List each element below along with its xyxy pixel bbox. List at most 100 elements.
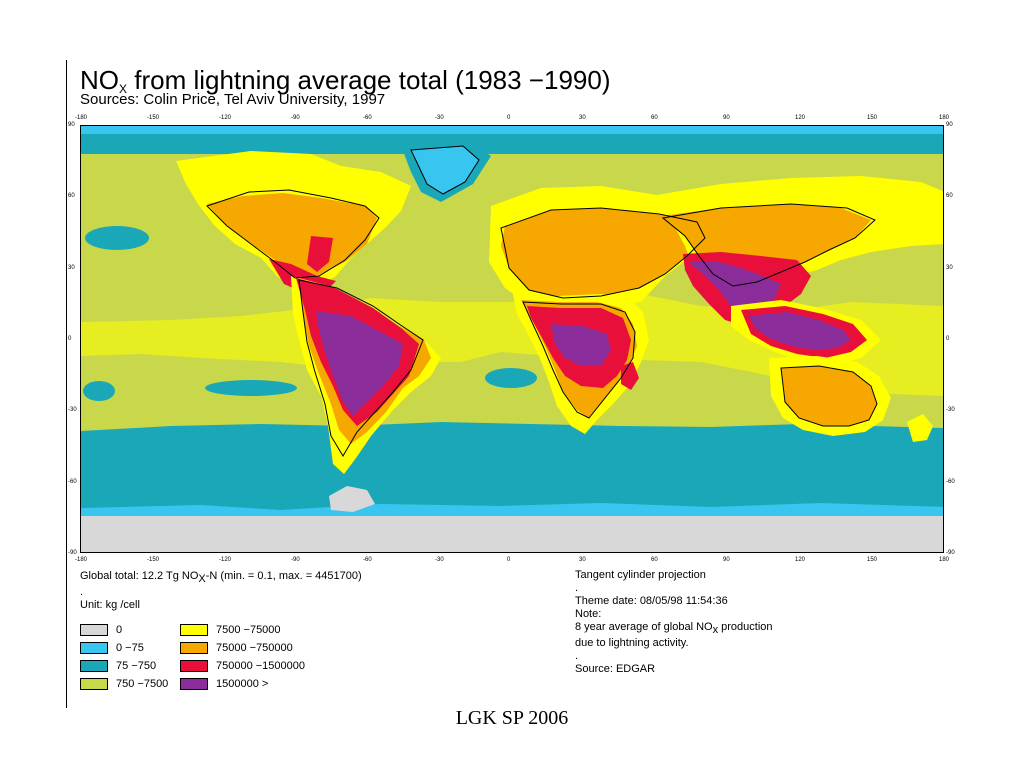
amazon-purple (316, 311, 403, 416)
lon-bottom-label: 30 (579, 557, 586, 563)
lon-bottom-label: 150 (867, 557, 878, 563)
legend-label-3: 750 −7500 (116, 678, 169, 690)
note-line-1-prefix: 8 year average of global NO (575, 621, 713, 633)
lon-bottom-label: 120 (795, 557, 806, 563)
lon-bottom-label: -90 (291, 557, 300, 563)
legend-label-4: 7500 −75000 (216, 624, 281, 636)
global-total-suffix: -N (min. = 0.1, max. = 4451700) (205, 570, 362, 582)
legend: 0 0 −75 75 −750 750 −7500 7500 −75000 75… (80, 622, 440, 694)
australia-coastline (780, 365, 878, 427)
arctic-band-cyan (81, 126, 943, 134)
europe-north-africa-orange (501, 208, 705, 298)
legend-item-5: 75000 −750000 (180, 640, 293, 656)
theme-date: Theme date: 08/05/98 11:54:36 (575, 595, 728, 607)
lat-left-label: 0 (68, 336, 72, 342)
left-dot: . (80, 586, 84, 599)
legend-item-0: 0 (80, 622, 122, 638)
lon-top-label: 120 (795, 115, 806, 121)
legend-item-4: 7500 −75000 (180, 622, 281, 638)
coastlines (206, 145, 878, 457)
legend-swatch-7 (180, 678, 208, 690)
legend-item-3: 750 −7500 (80, 676, 168, 692)
asia-coastline (661, 203, 876, 287)
lon-bottom-label: 180 (939, 557, 950, 563)
lat-left-label: -90 (68, 550, 77, 556)
lon-bottom-label: -60 (363, 557, 372, 563)
greenland-coastline (410, 145, 480, 195)
global-total-subscript: X (198, 573, 206, 586)
lat-right-label: -30 (946, 407, 955, 414)
south-america-coastline (298, 279, 424, 457)
unit-label: Unit: kg /cell (80, 599, 140, 612)
antarctica-zero-band (81, 514, 943, 552)
southeast-us-red (307, 236, 333, 272)
note-line-1-suffix: production (718, 621, 773, 633)
lat-right-label: 60 (946, 193, 953, 200)
lon-top-label: 60 (651, 115, 658, 121)
legend-label-2: 75 −750 (116, 660, 157, 672)
right-dot-2: . (575, 650, 579, 663)
lon-bottom-label: -30 (435, 557, 444, 563)
maritime-continent-purple (749, 312, 851, 350)
lon-top-label: -180 (75, 115, 88, 121)
note-line-1-subscript: x (712, 624, 719, 637)
global-total-prefix: Global total: 12.2 Tg NO (80, 570, 199, 582)
antarctic-peninsula (329, 486, 375, 512)
legend-item-2: 75 −750 (80, 658, 156, 674)
lon-bottom-label: 0 (507, 557, 511, 563)
congo-purple (551, 324, 611, 366)
australia-orange (781, 366, 877, 426)
title-prefix: NO (80, 65, 119, 95)
legend-swatch-2 (80, 660, 108, 672)
lat-left-label: 60 (68, 193, 75, 200)
nox-lightning-map (81, 126, 943, 552)
lat-left-label: -60 (68, 478, 77, 485)
lon-top-label: -30 (435, 115, 444, 121)
legend-swatch-1 (80, 642, 108, 654)
lon-bottom-label: 90 (723, 557, 730, 563)
lat-right-label: 30 (946, 264, 953, 271)
legend-item-6: 750000 −1500000 (180, 658, 305, 674)
lon-top-label: -150 (147, 115, 160, 121)
lon-top-label: 90 (723, 115, 730, 121)
legend-label-5: 75000 −750000 (216, 642, 293, 654)
lon-top-label: 180 (939, 115, 950, 121)
world-map (80, 125, 944, 553)
lon-top-label: 0 (507, 115, 511, 121)
projection-notes: Tangent cylinder projection . Theme date… (575, 569, 895, 676)
title-suffix: from lightning average total (1983 −1990… (127, 65, 611, 95)
north-america-orange (207, 193, 377, 276)
india-southeast-asia-purple (689, 262, 781, 316)
new-zealand-yellow (907, 414, 933, 442)
source-label: Source: EDGAR (575, 663, 656, 676)
madagascar-red (621, 362, 639, 390)
legend-item-1: 0 −75 (80, 640, 144, 656)
lat-right-label: -90 (946, 550, 955, 556)
africa-coastline (522, 301, 636, 419)
legend-swatch-4 (180, 624, 208, 636)
global-total-line: Global total: 12.2 Tg NOX-N (min. = 0.1,… (80, 570, 540, 586)
lon-top-label: 30 (579, 115, 586, 121)
legend-label-1: 0 −75 (116, 642, 144, 654)
legend-swatch-3 (80, 678, 108, 690)
map-subtitle: Sources: Colin Price, Tel Aviv Universit… (80, 91, 386, 108)
europe-coastline (500, 207, 706, 299)
lon-top-label: -60 (363, 115, 372, 121)
lat-right-label: 0 (946, 336, 950, 342)
south-pacific-teal (205, 380, 297, 396)
antarctic-cyan-edge (81, 503, 943, 516)
lat-left-label: 30 (68, 264, 75, 271)
north-america-coastline (206, 189, 380, 279)
projection-label: Tangent cylinder projection (575, 569, 706, 581)
lat-left-label: 90 (68, 122, 75, 128)
lat-right-label: 90 (946, 122, 953, 128)
legend-item-7: 1500000 > (180, 676, 268, 692)
slide-vertical-rule (66, 60, 67, 708)
lon-bottom-label: -180 (75, 557, 88, 563)
note-line-2: due to lightning activity. (575, 637, 689, 650)
lon-top-label: -120 (219, 115, 232, 121)
lat-left-label: -30 (68, 407, 77, 414)
lat-right-label: -60 (946, 478, 955, 485)
legend-label-7: 1500000 > (216, 678, 269, 690)
legend-swatch-5 (180, 642, 208, 654)
